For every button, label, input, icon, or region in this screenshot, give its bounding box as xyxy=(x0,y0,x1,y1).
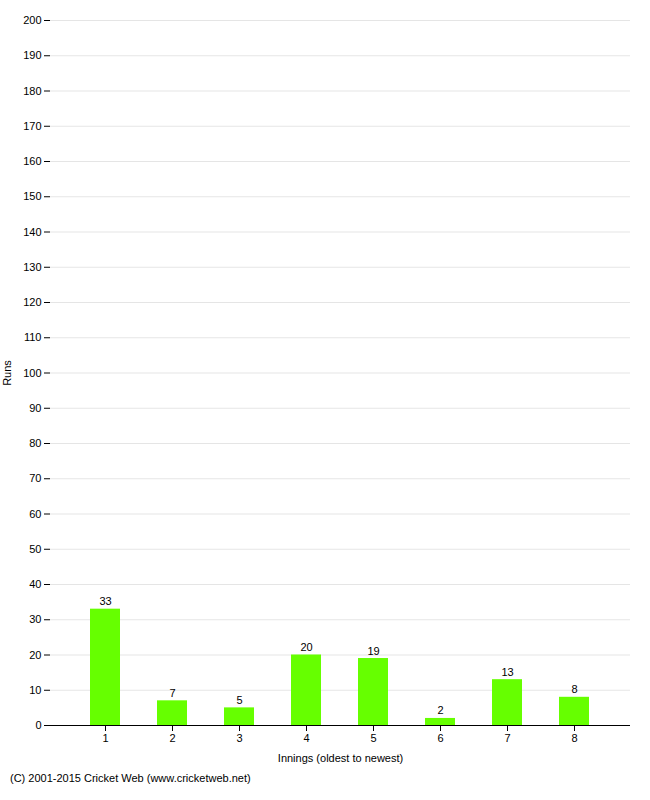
svg-text:180: 180 xyxy=(23,85,41,97)
svg-text:4: 4 xyxy=(303,732,309,744)
svg-text:10: 10 xyxy=(29,684,41,696)
svg-text:50: 50 xyxy=(29,543,41,555)
svg-text:160: 160 xyxy=(23,155,41,167)
svg-text:80: 80 xyxy=(29,437,41,449)
svg-text:6: 6 xyxy=(437,732,443,744)
svg-text:2: 2 xyxy=(437,704,443,716)
svg-text:140: 140 xyxy=(23,226,41,238)
svg-text:3: 3 xyxy=(236,732,242,744)
svg-text:8: 8 xyxy=(571,732,577,744)
svg-text:5: 5 xyxy=(370,732,376,744)
svg-text:100: 100 xyxy=(23,367,41,379)
svg-text:1: 1 xyxy=(102,732,108,744)
svg-text:130: 130 xyxy=(23,261,41,273)
html-text:(C) 2001-2015 Cricket Web (www: (C) 2001-2015 Cricket Web (www.cricketwe… xyxy=(10,772,251,784)
svg-text:120: 120 xyxy=(23,296,41,308)
svg-text:Innings (oldest to newest): Innings (oldest to newest) xyxy=(278,752,403,764)
svg-text:110: 110 xyxy=(24,331,42,343)
svg-text:7: 7 xyxy=(169,687,175,699)
svg-text:Runs: Runs xyxy=(1,360,13,386)
svg-text:0: 0 xyxy=(35,719,41,731)
svg-text:150: 150 xyxy=(23,190,41,202)
svg-text:90: 90 xyxy=(29,402,41,414)
svg-text:70: 70 xyxy=(29,472,41,484)
svg-text:170: 170 xyxy=(23,120,41,132)
svg-text:5: 5 xyxy=(236,694,242,706)
svg-text:60: 60 xyxy=(29,508,41,520)
svg-text:30: 30 xyxy=(29,613,41,625)
svg-text:8: 8 xyxy=(571,683,577,695)
svg-text:19: 19 xyxy=(367,645,379,657)
svg-text:20: 20 xyxy=(300,641,312,653)
svg-text:33: 33 xyxy=(99,595,111,607)
svg-text:2: 2 xyxy=(169,732,175,744)
svg-text:40: 40 xyxy=(29,578,41,590)
svg-text:20: 20 xyxy=(29,649,41,661)
svg-text:13: 13 xyxy=(501,666,513,678)
svg-text:200: 200 xyxy=(23,14,41,26)
svg-text:7: 7 xyxy=(504,732,510,744)
svg-text:190: 190 xyxy=(23,49,41,61)
